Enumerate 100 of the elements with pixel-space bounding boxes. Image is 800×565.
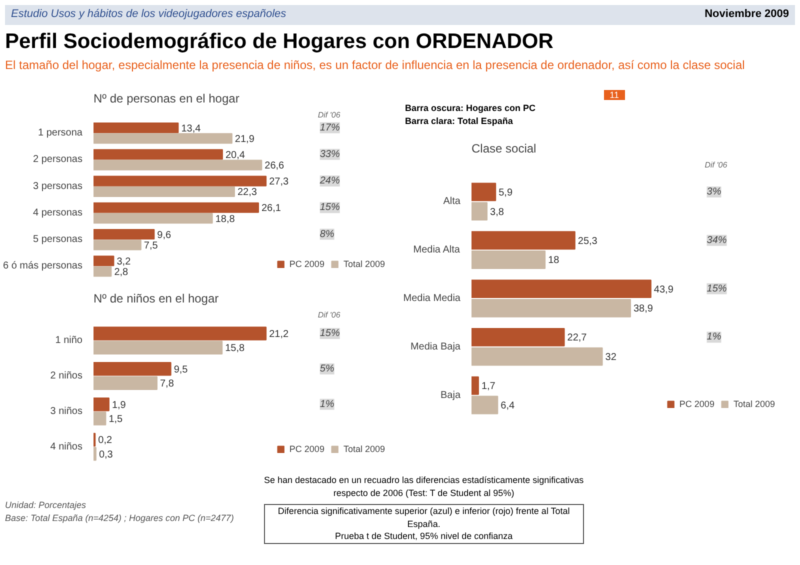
data-label: 26,1 — [261, 203, 282, 214]
text: Prueba t de Student, 95% nivel de confianza — [335, 531, 513, 542]
data-label: 27,3 — [269, 176, 289, 188]
bar — [94, 256, 114, 266]
text: Dif '06 — [318, 310, 341, 320]
bar — [94, 122, 179, 134]
y-tick-label: 4 niños — [50, 441, 83, 452]
text: 3% — [706, 186, 722, 198]
bar — [94, 362, 172, 376]
bar — [94, 202, 259, 213]
text: 34% — [706, 234, 727, 246]
data-label: 0,2 — [98, 435, 112, 446]
text: 11 — [604, 90, 625, 100]
bar — [94, 240, 142, 250]
text: 8% — [320, 228, 334, 240]
bar — [472, 298, 631, 318]
data-label: 3,2 — [116, 256, 132, 268]
bar — [94, 160, 262, 170]
text: 33% — [320, 148, 340, 160]
bar — [94, 412, 106, 426]
data-label: 15,8 — [225, 343, 246, 354]
data-label: 26,6 — [264, 160, 285, 172]
data-label: 7,8 — [160, 378, 174, 390]
data-label: 32 — [605, 352, 617, 364]
y-tick-label: 4 personas — [33, 207, 83, 218]
y-tick-label: 1 niño — [55, 335, 83, 346]
y-tick-label: Baja — [440, 390, 461, 401]
text: 15% — [706, 283, 727, 294]
data-label: 0,3 — [98, 449, 114, 460]
text: Noviembre 2009 — [704, 7, 789, 22]
text: Dif '06 — [318, 110, 341, 120]
data-label: 22,7 — [567, 332, 588, 344]
y-tick-label: 3 niños — [50, 406, 83, 417]
data-label: 22,3 — [237, 187, 258, 198]
chart-title: Nº de niños en el hogar — [94, 292, 219, 306]
y-tick-label: Media Alta — [413, 244, 460, 256]
text: Perfil Sociodemográfico de Hogares con ORDENADOR — [5, 28, 554, 55]
bar — [94, 397, 110, 412]
data-label: 7,5 — [144, 240, 158, 252]
y-tick-label: Media Media — [403, 292, 461, 304]
text: Estudio Usos y hábitos de los videojugadores españoles — [11, 7, 286, 22]
bar — [472, 347, 603, 366]
data-label: 25,3 — [578, 236, 598, 247]
text: 24% — [318, 176, 340, 187]
bar — [472, 280, 652, 298]
data-label: 2,8 — [114, 267, 129, 278]
bar — [94, 447, 96, 461]
bar — [94, 176, 267, 186]
y-tick-label: 6 ó más personas — [3, 260, 83, 272]
y-tick-label: Alta — [443, 196, 461, 208]
text: Diferencia significativamente superior (azul) e inferior (rojo) frente al Total España. — [278, 506, 570, 529]
bar — [94, 186, 235, 197]
bar — [94, 133, 232, 144]
bar — [94, 149, 223, 160]
bar — [472, 231, 576, 250]
y-tick-label: 2 niños — [50, 370, 83, 382]
text: 15% — [320, 202, 340, 214]
text: El tamaño del hogar, especialmente la presencia de niños, es un factor de influencia en la presencia de ordenador, así como la clase social — [5, 56, 746, 74]
bar — [94, 266, 112, 277]
data-label: 43,9 — [654, 284, 674, 296]
data-label: 9,5 — [174, 364, 188, 376]
data-label: 20,4 — [225, 150, 246, 161]
text: 15% — [320, 328, 340, 340]
y-tick-label: 3 personas — [33, 180, 83, 192]
data-label: 1,9 — [112, 400, 126, 411]
legend-label: PC 2009 — [679, 399, 714, 409]
text: 1% — [706, 332, 722, 343]
text: Dif '06 — [704, 160, 728, 170]
data-label: 3,8 — [490, 206, 504, 218]
bar — [472, 182, 496, 202]
bar — [94, 376, 158, 390]
text: 5% — [320, 363, 334, 374]
bar — [472, 396, 498, 414]
y-tick-label: 2 personas — [33, 154, 83, 166]
data-label: 13,4 — [181, 123, 202, 134]
bar — [94, 326, 267, 340]
data-label: 18 — [548, 255, 560, 266]
data-label: 1,7 — [481, 381, 496, 392]
text: Se han destacado en un recuadro las diferencias estadísticamente significativas respecto de 2006 (Test: T de Student al 95%) — [264, 475, 584, 498]
legend-label: PC 2009 — [289, 259, 324, 269]
legend-label: PC 2009 — [289, 444, 324, 454]
bar — [472, 202, 488, 221]
legend-label: Total 2009 — [343, 444, 385, 454]
data-label: 21,9 — [234, 134, 255, 145]
data-label: 6,4 — [500, 400, 515, 412]
bar — [94, 228, 155, 240]
data-label: 21,2 — [269, 329, 289, 340]
legend-label: Total 2009 — [343, 259, 385, 269]
y-tick-label: 1 persona — [38, 128, 83, 139]
text: Barra oscura: Hogares con PC — [405, 102, 536, 113]
chart-title: Nº de personas en el hogar — [94, 92, 240, 106]
bar — [472, 328, 565, 346]
text: 17% — [320, 122, 340, 134]
y-tick-label: Media Baja — [410, 341, 461, 352]
y-tick-label: 5 personas — [33, 234, 83, 246]
chart-title: Clase social — [472, 142, 536, 156]
data-label: 5,9 — [498, 187, 513, 198]
text: 1% — [320, 398, 334, 410]
data-label: 1,5 — [108, 414, 124, 425]
data-label: 18,8 — [215, 214, 236, 225]
